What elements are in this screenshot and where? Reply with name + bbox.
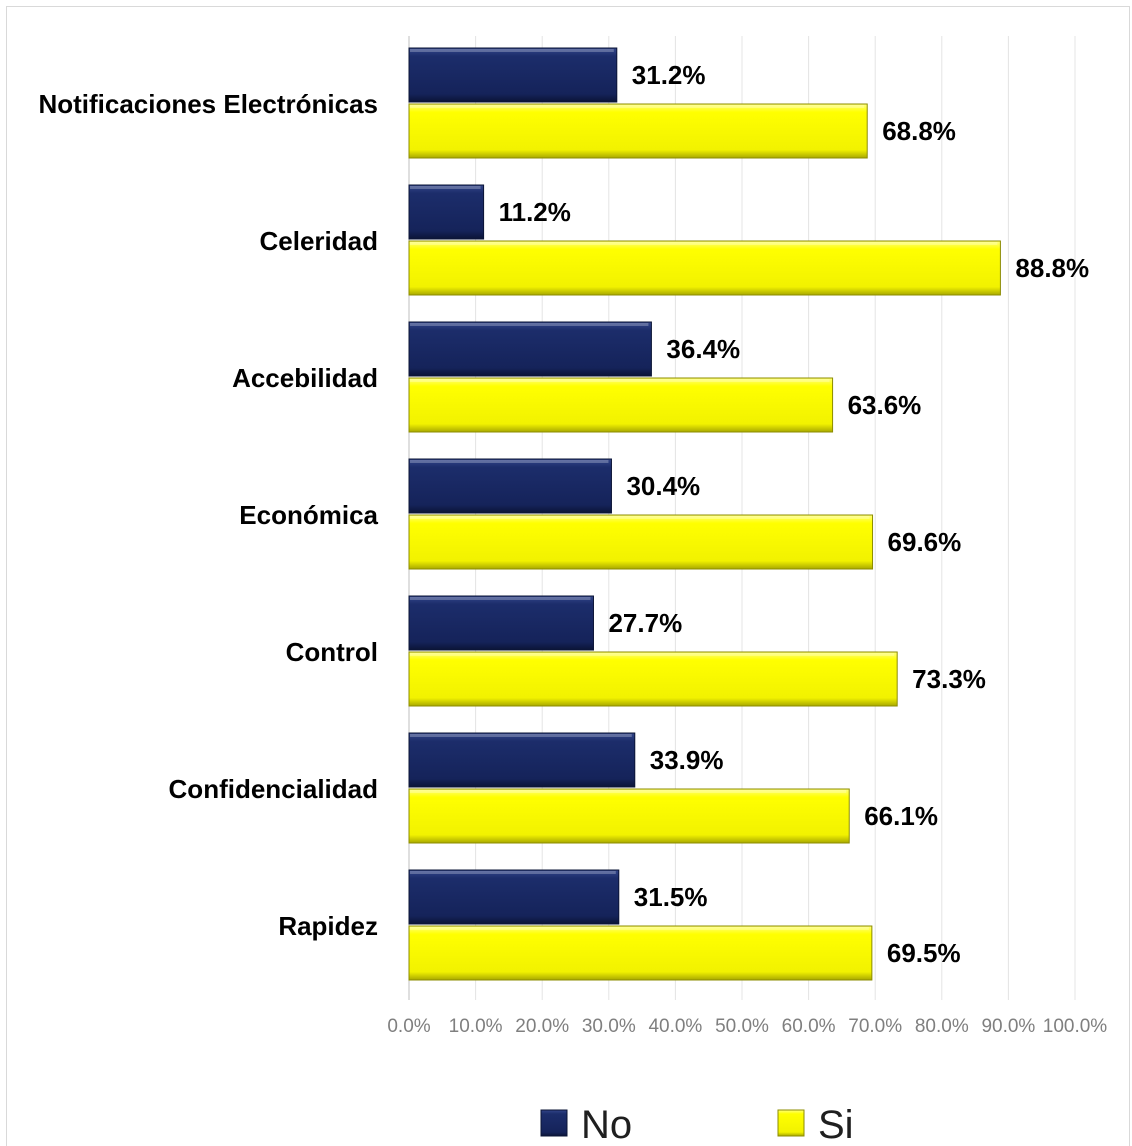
legend-label-no: No [581,1103,632,1140]
x-tick-label: 50.0% [715,1016,769,1037]
chart-frame [6,6,1130,1146]
x-tick-label: 70.0% [848,1016,902,1037]
legend-swatch-si [777,1109,805,1137]
x-tick-label: 0.0% [387,1016,430,1037]
data-label: 36.4% [666,334,740,364]
category-label: Accebilidad [232,363,378,393]
data-label: 73.3% [912,664,986,694]
x-tick-label: 100.0% [1043,1016,1108,1037]
x-tick-label: 60.0% [782,1016,836,1037]
data-label: 63.6% [848,390,922,420]
category-label: Rapidez [278,911,378,941]
bar-si [408,377,834,433]
category-label: Notificaciones Electrónicas [38,89,378,119]
bar-si [408,788,850,844]
bar-bevel-highlight [410,379,830,382]
category-label: Celeridad [260,226,379,256]
category-label: Control [286,637,378,667]
bar-no [408,47,618,103]
data-label: 33.9% [650,745,724,775]
category-label: Confidencialidad [169,774,378,804]
bar-bevel-highlight [410,927,869,930]
bar-bevel-highlight [410,460,609,463]
bar-bevel-highlight [410,516,870,519]
bar-bevel-highlight [410,323,649,326]
data-label: 31.2% [632,60,706,90]
x-tick-label: 80.0% [915,1016,969,1037]
data-label: 88.8% [1015,253,1089,283]
bar-bevel-highlight [410,105,865,108]
bar-no [408,869,620,925]
x-tick-label: 20.0% [515,1016,569,1037]
bar-bevel-highlight [410,653,895,656]
bar-si [408,651,898,707]
bar-no [408,184,485,240]
data-label: 30.4% [626,471,700,501]
bar-no [408,595,594,651]
legend: No Si [540,1103,854,1140]
bar-bevel-highlight [410,186,481,189]
legend-label-si: Si [818,1103,854,1140]
bar-bevel-highlight [410,597,591,600]
x-tick-label: 40.0% [648,1016,702,1037]
data-label: 66.1% [864,801,938,831]
bar-bevel-highlight [410,790,847,793]
data-label: 27.7% [608,608,682,638]
bar-no [408,321,652,377]
bar-no [408,732,636,788]
data-label: 11.2% [499,197,571,227]
x-tick-label: 30.0% [582,1016,636,1037]
bar-si [408,240,1001,296]
data-label: 68.8% [882,116,956,146]
bar-si [408,103,868,159]
labels: 0.0% 10.0% 20.0% 30.0% 40.0% 50.0% 60.0% 70.0% 8… [38,60,1107,1037]
data-label: 31.5% [634,882,708,912]
category-label: Económica [239,500,378,530]
bar-si [408,925,873,981]
bar-bevel-highlight [410,49,614,52]
data-label: 69.5% [887,938,961,968]
bar-bevel-highlight [410,734,632,737]
bar-si [408,514,874,570]
bar-bevel-highlight [410,242,998,245]
bar-no [408,458,612,514]
bar-bevel-highlight [410,871,616,874]
data-label: 69.6% [888,527,962,557]
x-tick-label: 90.0% [981,1016,1035,1037]
x-tick-label: 10.0% [449,1016,503,1037]
legend-swatch-no [540,1109,568,1137]
bars [408,47,1001,981]
